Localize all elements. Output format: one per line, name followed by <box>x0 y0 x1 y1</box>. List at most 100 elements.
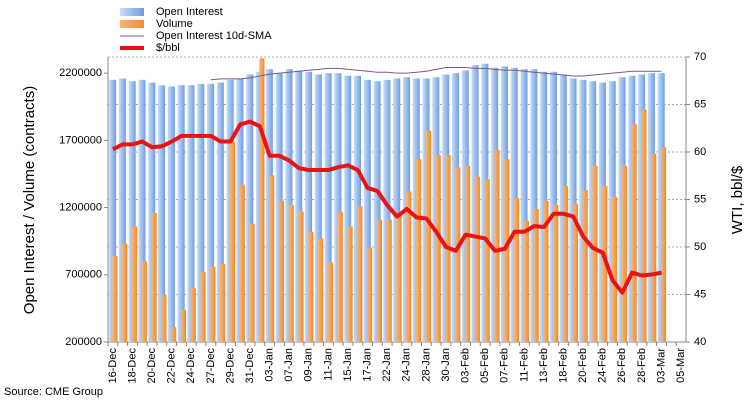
y-axis-label: Open Interest / Volume (contracts) <box>21 86 38 314</box>
bar <box>530 69 538 342</box>
bar <box>406 191 412 342</box>
bar <box>386 219 392 342</box>
bar <box>334 73 342 342</box>
bar <box>504 159 510 342</box>
legend-swatch <box>120 20 144 28</box>
bar <box>373 81 381 342</box>
bar <box>131 226 138 342</box>
x-tick-label: 18-Feb <box>557 348 569 383</box>
bar <box>246 74 254 343</box>
bar <box>523 221 529 342</box>
x-tick-label: 15-Jan <box>342 348 354 382</box>
bar <box>180 309 187 342</box>
bar <box>207 83 215 343</box>
bar <box>122 243 128 342</box>
bar <box>269 175 275 342</box>
bar <box>138 79 146 343</box>
bar <box>278 200 285 342</box>
x-tick-label: 17-Jan <box>362 348 374 382</box>
x-tick-label: 24-Feb <box>597 348 609 383</box>
bar <box>177 85 185 342</box>
bar <box>249 223 255 342</box>
x-tick-label: 07-Jan <box>283 348 295 382</box>
bar <box>220 264 226 342</box>
bar <box>128 81 136 342</box>
x-tick-label: 03-Feb <box>459 348 471 383</box>
bar <box>229 141 236 342</box>
y-tick-label: 200000 <box>65 336 102 348</box>
y-tick-label: 1700000 <box>59 134 102 146</box>
x-tick-label: 18-Dec <box>126 348 138 384</box>
bar <box>562 186 569 342</box>
x-tick-label: 03-Mar <box>655 348 667 383</box>
y2-tick-label: 40 <box>694 336 706 348</box>
y2-tick-label: 65 <box>694 98 706 110</box>
bar <box>494 149 500 342</box>
bar <box>148 82 156 342</box>
x-tick-label: 05-Feb <box>479 348 491 383</box>
y-tick-label: 2200000 <box>59 67 102 79</box>
bar <box>520 69 528 342</box>
x-tick-label: 27-Dec <box>205 348 217 384</box>
bar <box>592 165 598 342</box>
bar <box>611 196 618 342</box>
bar <box>200 272 206 342</box>
bar <box>383 79 391 343</box>
bar <box>347 226 353 342</box>
y2-tick-label: 50 <box>694 241 706 253</box>
y2-tick-label: 70 <box>694 51 706 63</box>
bar <box>393 78 401 343</box>
bar <box>435 155 441 342</box>
bar <box>141 261 147 342</box>
x-tick-label: 20-Feb <box>577 348 589 383</box>
line <box>112 119 662 295</box>
x-tick-label: 30-Jan <box>440 348 452 382</box>
bar <box>295 70 303 343</box>
x-tick-label: 24-Dec <box>185 348 197 384</box>
bar <box>210 266 216 342</box>
bar <box>572 203 578 342</box>
x-tick-label: 09-Jan <box>303 348 315 382</box>
bar <box>171 327 177 342</box>
bar <box>288 204 294 342</box>
bar <box>158 85 166 342</box>
x-tick-label: 22-Dec <box>166 348 178 384</box>
bar <box>187 85 195 342</box>
bar <box>305 71 313 343</box>
legend-label: $/bbl <box>156 42 180 54</box>
x-tick-label: 07-Feb <box>499 348 511 383</box>
bar <box>327 262 334 342</box>
bar <box>239 184 245 342</box>
bar <box>298 211 304 342</box>
bar <box>259 58 265 343</box>
x-tick-label: 05-Mar <box>675 348 687 383</box>
x-tick-label: 28-Feb <box>636 348 648 383</box>
legend-label: Open Interest 10d-SMA <box>156 30 272 42</box>
bar <box>109 79 117 343</box>
bar <box>455 167 461 342</box>
y2-tick-label: 55 <box>694 193 706 205</box>
bar <box>318 238 324 342</box>
bar <box>582 190 588 342</box>
bar <box>415 159 422 342</box>
line <box>210 66 662 81</box>
x-tick-label: 16-Dec <box>107 348 119 384</box>
y2-axis-label: WTI, bbl/$ <box>729 165 746 234</box>
x-tick-label: 28-Jan <box>420 348 432 382</box>
bar <box>337 211 343 342</box>
bar <box>308 231 314 342</box>
bar <box>631 124 637 342</box>
bar <box>324 73 332 342</box>
x-tick-label: 22-Jan <box>381 348 393 382</box>
bar <box>367 247 373 342</box>
x-tick-label: 20-Dec <box>146 348 158 384</box>
bar <box>190 288 196 342</box>
bar <box>197 83 205 343</box>
bar <box>641 109 647 342</box>
bar <box>425 130 431 342</box>
bar <box>553 204 559 342</box>
x-tick-label: 26-Feb <box>616 348 628 383</box>
bar <box>161 294 167 342</box>
y-tick-label: 700000 <box>65 269 102 281</box>
